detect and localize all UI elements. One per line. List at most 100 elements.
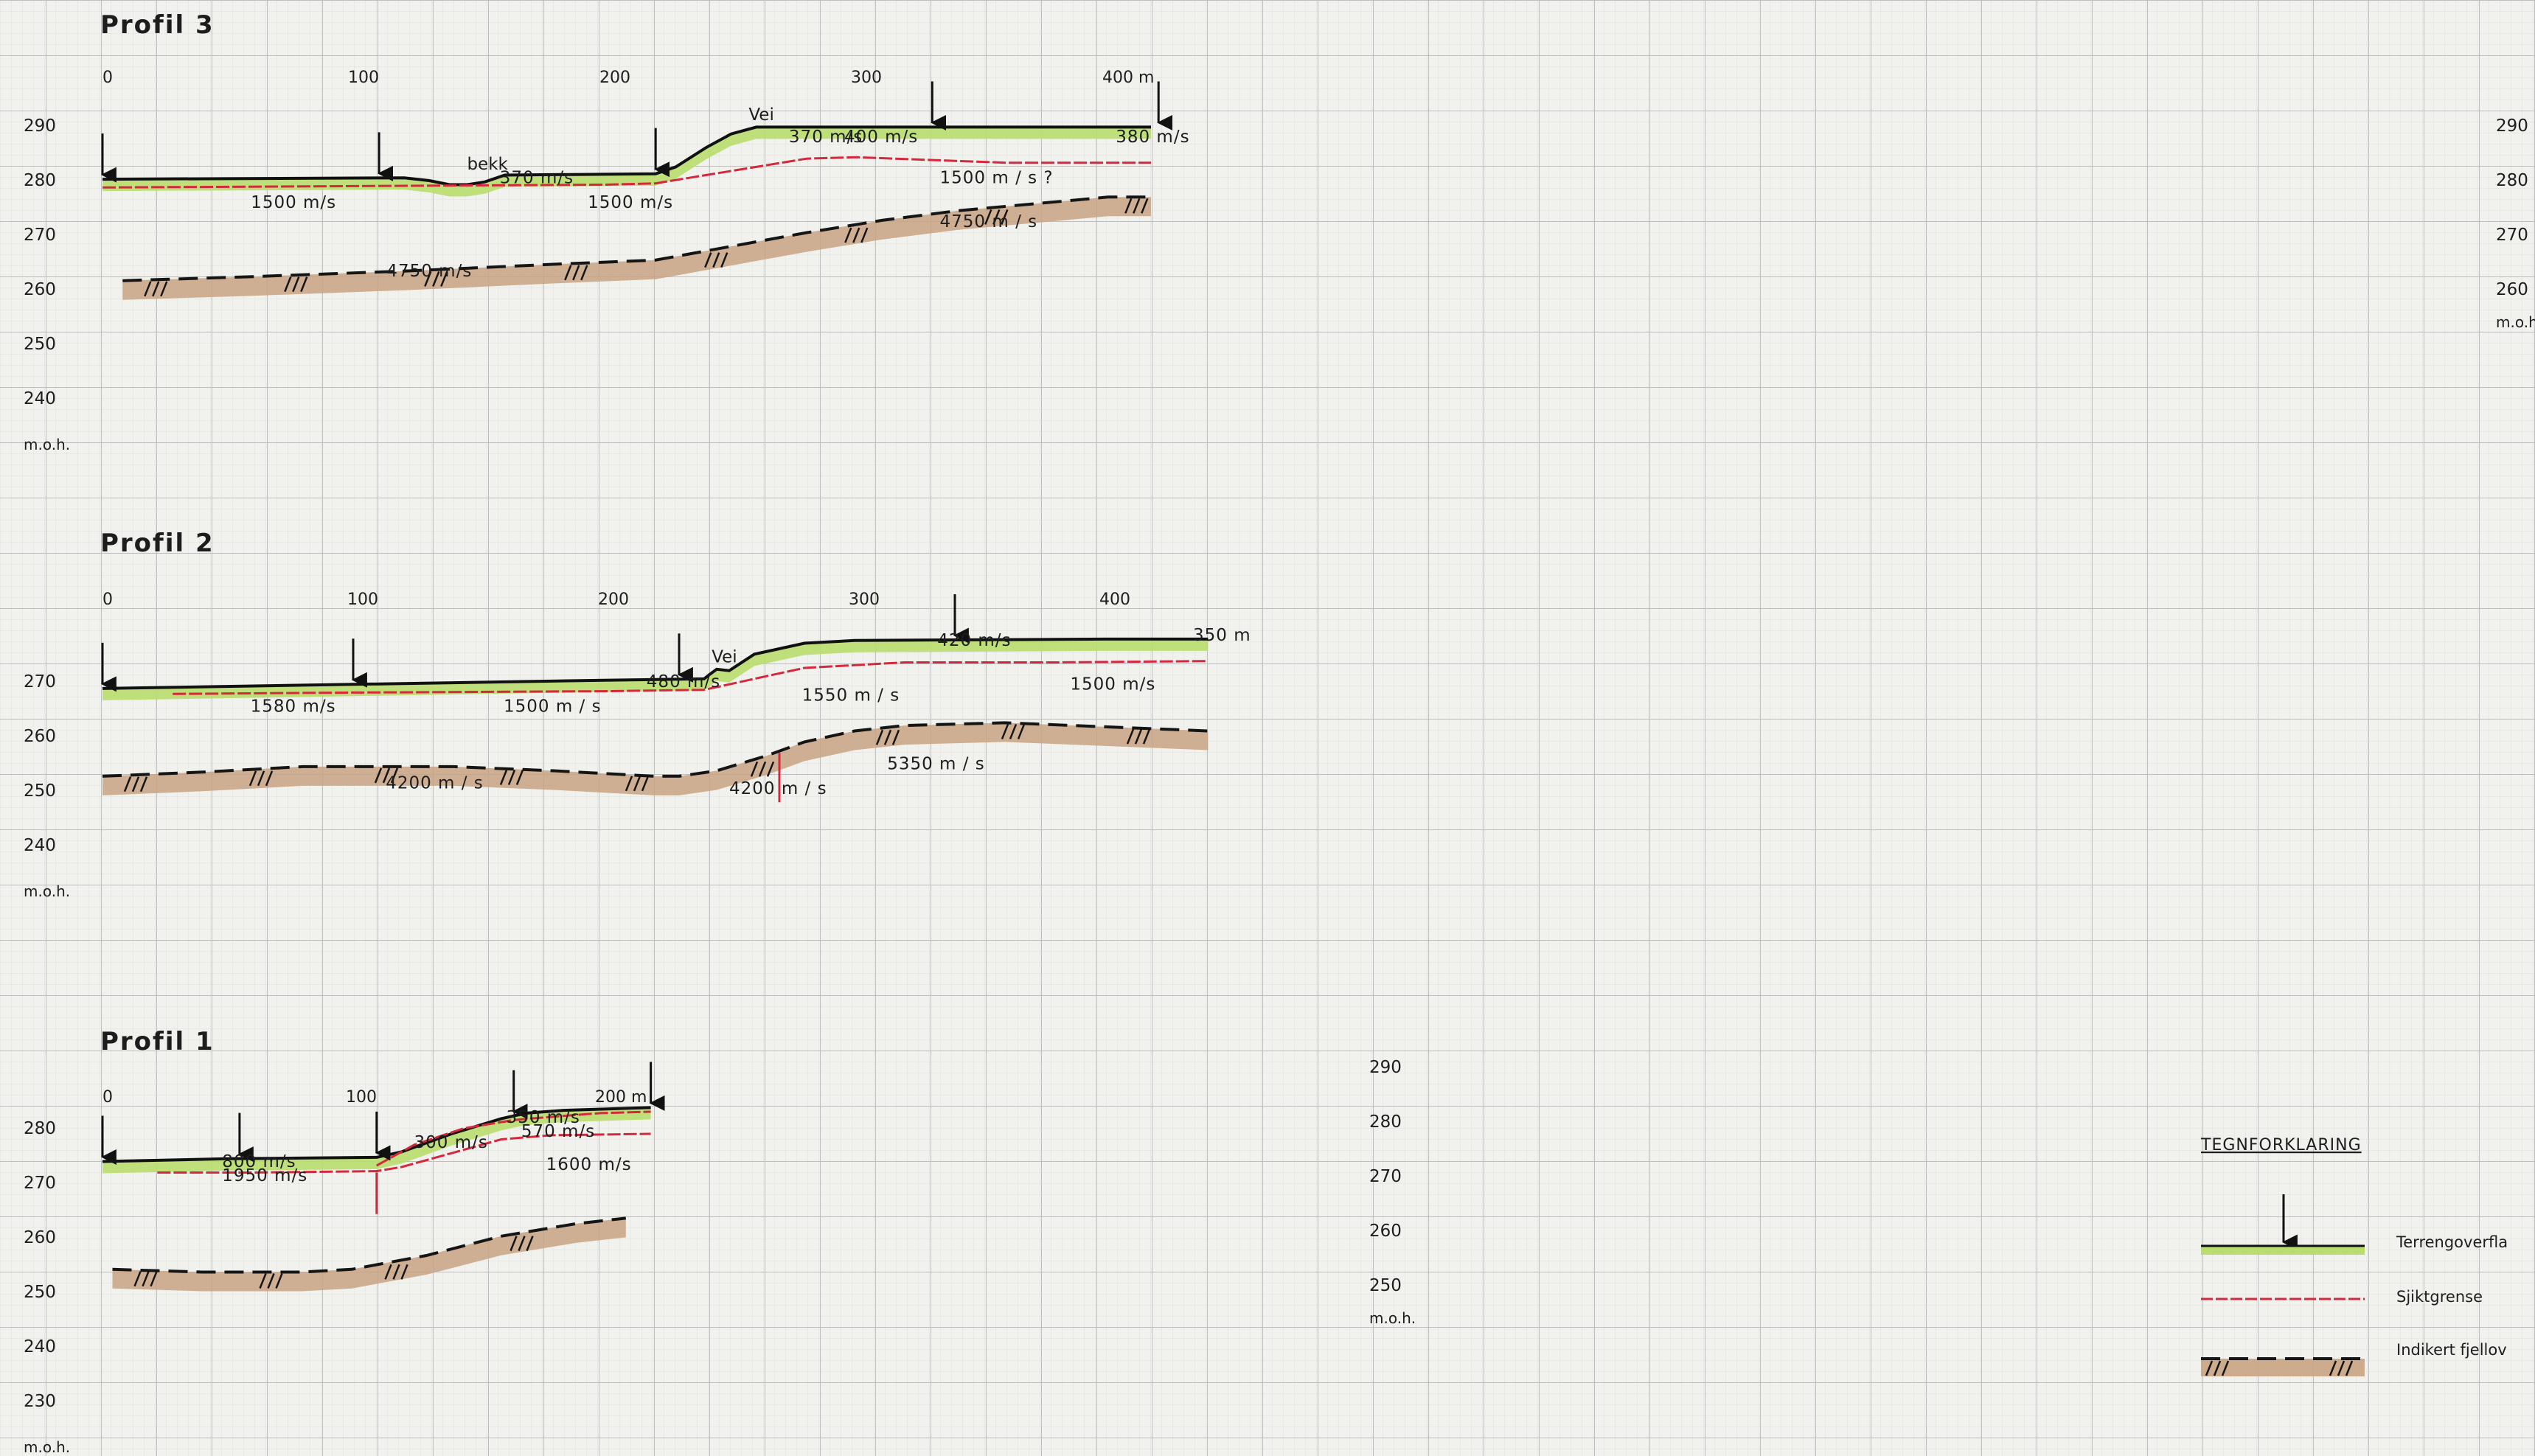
legend-item-terrain: Terrengoverfla [2201, 1194, 2508, 1255]
velocity-label: 4200 m / s [386, 774, 484, 793]
distance-axis: 0 100 200 m [102, 1088, 647, 1107]
profile-title: Profil 2 [100, 529, 215, 558]
distance-tick-label: 200 m [595, 1088, 647, 1107]
elevation-tick-label: 280 [24, 1119, 56, 1138]
elevation-tick-label: 240 [24, 389, 56, 408]
distance-tick-label: 0 [102, 591, 113, 609]
legend-bedrock-hatch-icon [2205, 1360, 2354, 1376]
distance-tick-label: 400 [1099, 591, 1130, 609]
distance-tick-label: 300 [849, 591, 880, 609]
distance-tick-label: 100 [347, 591, 378, 609]
bedrock-hatch-icon [123, 724, 1151, 793]
legend: TEGNFORKLARING Terrengoverfla Sjiktgrens… [2200, 1136, 2508, 1376]
layer-boundary [102, 156, 1151, 189]
elevation-axis-left: 280 270 260 250 240 230 m.o.h. [24, 1119, 70, 1456]
terrain-line [102, 637, 1209, 690]
velocity-label: 400 m/s [844, 128, 918, 147]
elevation-axis-left: 270 260 250 240 m.o.h. [24, 672, 70, 900]
velocity-label: 1950 m/s [222, 1166, 307, 1185]
profile-layers [102, 1106, 651, 1292]
velocity-label: 1500 m/s [1070, 675, 1155, 694]
distance-tick-label: 100 [348, 69, 379, 87]
velocity-label: 1500 m/s [251, 193, 336, 212]
velocity-label: 1500 m / s ? [940, 169, 1054, 188]
velocity-labels: bekk Vei 370 m/s 1500 m/s 1500 m/s 4750 m/s 37… [251, 105, 1189, 281]
elevation-tick-label: 250 [1369, 1276, 1402, 1295]
velocity-labels: Vei 480 m/s 420 m/s 350 m 1580 m/s 1500 m / s… [251, 626, 1251, 798]
elevation-tick-label: 270 [24, 1174, 56, 1193]
elevation-tick-label: 270 [1369, 1167, 1402, 1186]
legend-heading: TEGNFORKLARING [2200, 1136, 2362, 1154]
velocity-label: 350 m/s [507, 1108, 580, 1127]
profile-layers [102, 125, 1151, 300]
legend-terrain-swatch [2201, 1246, 2365, 1255]
distance-tick-label: 400 m [1102, 69, 1154, 87]
shotpoints [100, 1062, 665, 1165]
elevation-tick-label: 290 [1369, 1058, 1402, 1077]
velocity-label: 1600 m/s [546, 1155, 632, 1174]
velocity-label: 800 m/s [222, 1152, 296, 1171]
distance-tick-label: 200 [598, 591, 629, 609]
terrain-fill [102, 1107, 651, 1174]
velocity-label: 1550 m / s [802, 686, 900, 706]
place-label: Vei [712, 648, 737, 667]
velocity-label: 480 m/s [647, 672, 720, 692]
bedrock-hatch-icon [144, 198, 1149, 297]
elevation-tick-label: 290 [24, 116, 56, 136]
profile-title: Profil 3 [100, 10, 215, 40]
velocity-label: 350 m [1193, 626, 1251, 645]
distance-tick-label: 100 [346, 1088, 377, 1107]
elevation-unit-label: m.o.h. [24, 1438, 70, 1456]
elevation-unit-label: m.o.h. [24, 882, 70, 900]
elevation-tick-label: 270 [24, 226, 56, 245]
elevation-tick-label: 260 [24, 280, 56, 299]
legend-terrain-label: Terrengoverfla [2396, 1233, 2508, 1251]
legend-item-bedrock: Indikert fjellov [2201, 1341, 2507, 1376]
velocity-label: 370 m/s [500, 169, 574, 188]
profile-3: Profil 3 0 100 200 300 400 m 290 280 270 260 250… [24, 10, 2535, 453]
elevation-tick-label: 240 [24, 1337, 56, 1356]
elevation-tick-label: 240 [24, 836, 56, 855]
velocity-label: 4750 m/s [386, 262, 472, 281]
elevation-tick-label: 260 [2496, 280, 2528, 299]
legend-item-boundary: Sjiktgrense [2201, 1288, 2483, 1306]
place-label: Vei [748, 105, 774, 125]
elevation-axis-right: 290 280 270 260 250 m.o.h. [1369, 1058, 1416, 1327]
elevation-tick-label: 270 [24, 672, 56, 692]
bedrock-hatch-icon [133, 1236, 534, 1289]
elevation-unit-label: m.o.h. [1369, 1309, 1416, 1327]
elevation-tick-label: 280 [1369, 1112, 1402, 1132]
velocity-label: 380 m/s [1116, 128, 1189, 147]
profile-layers [102, 637, 1209, 803]
place-label: bekk [467, 155, 508, 174]
distance-tick-label: 0 [102, 1088, 113, 1107]
velocity-label: 1580 m/s [251, 697, 336, 716]
velocity-label: 5350 m / s [887, 755, 985, 774]
elevation-tick-label: 290 [2496, 116, 2528, 136]
velocity-label: 570 m/s [521, 1122, 595, 1141]
bedrock-line [102, 721, 1209, 778]
distance-tick-label: 200 [599, 69, 630, 87]
legend-boundary-label: Sjiktgrense [2396, 1288, 2483, 1306]
elevation-tick-label: 250 [24, 335, 56, 354]
elevation-unit-label: m.o.h. [24, 436, 70, 453]
velocity-label: 1500 m / s [504, 697, 602, 716]
terrain-line [102, 1106, 651, 1163]
profile-2: Profil 2 0 100 200 300 400 270 260 250 240 m.o.h… [24, 529, 1251, 900]
bedrock-line [122, 195, 1151, 282]
elevation-tick-label: 270 [2496, 226, 2528, 245]
distance-tick-label: 300 [851, 69, 882, 87]
velocity-label: 4750 m / s [940, 212, 1038, 231]
velocity-label: 4200 m / s [729, 779, 827, 798]
velocity-label: 1500 m/s [588, 193, 673, 212]
elevation-axis-left: 290 280 270 260 250 240 m.o.h. [24, 116, 70, 453]
elevation-tick-label: 250 [24, 781, 56, 801]
elevation-tick-label: 230 [24, 1392, 56, 1411]
velocity-label: 370 m/s [789, 128, 863, 147]
shotpoints [100, 81, 1173, 183]
elevation-tick-label: 260 [1369, 1222, 1402, 1241]
velocity-label: 420 m/s [937, 631, 1011, 650]
